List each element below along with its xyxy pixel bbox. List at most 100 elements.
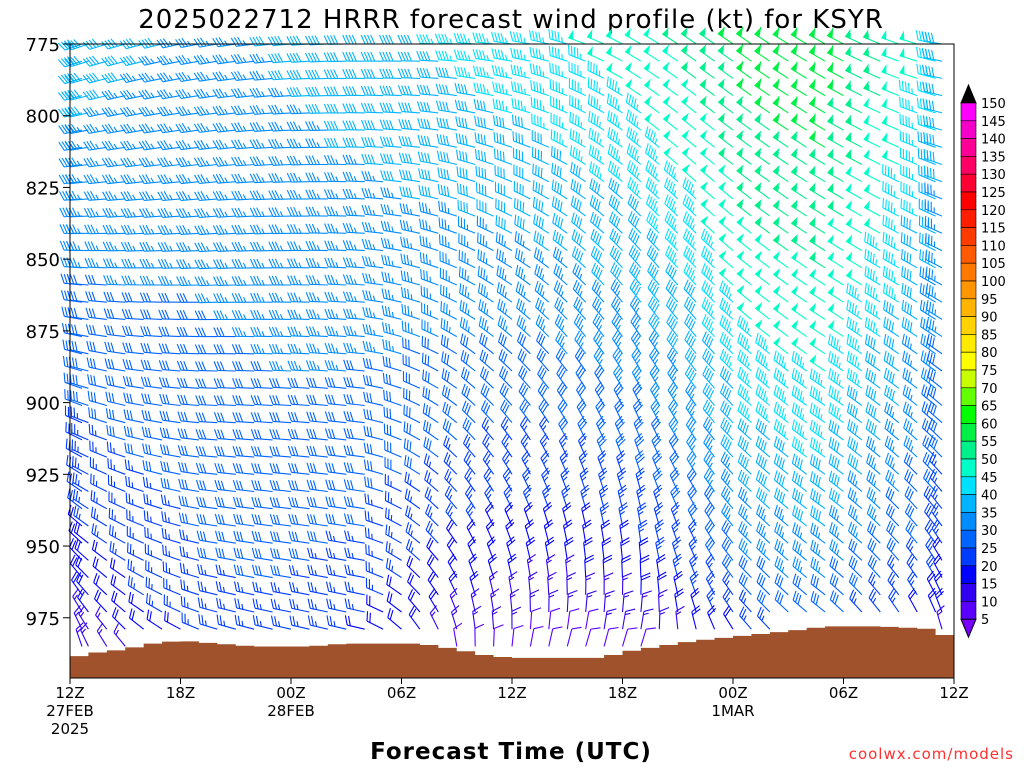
barb-half-flag xyxy=(373,176,376,181)
wind-barb xyxy=(624,143,647,164)
barb-flag xyxy=(176,39,182,49)
wind-barb xyxy=(472,66,495,79)
wind-barb xyxy=(571,280,593,302)
wind-barb xyxy=(306,275,328,285)
wind-barb xyxy=(810,166,829,181)
wind-barb xyxy=(454,183,478,199)
wind-barb xyxy=(194,87,217,99)
barb-pennant xyxy=(900,66,906,74)
wind-barb xyxy=(717,315,739,337)
barb-half-flag xyxy=(317,125,319,130)
wind-barb xyxy=(865,218,884,233)
barb-pennant xyxy=(828,252,835,260)
wind-barb xyxy=(176,138,199,150)
wind-barb xyxy=(194,52,217,65)
wind-barb xyxy=(644,228,666,250)
barb-half-flag xyxy=(96,212,98,217)
wind-barb xyxy=(361,256,384,268)
barb-half-flag xyxy=(317,211,319,216)
wind-barb xyxy=(176,156,199,167)
barb-flag xyxy=(179,55,185,65)
wind-barb xyxy=(417,185,440,199)
wind-barb xyxy=(843,300,866,320)
barb-half-flag xyxy=(133,229,135,234)
wind-barb xyxy=(681,246,703,268)
barb-half-flag xyxy=(280,314,282,319)
barb-half-flag xyxy=(317,262,319,267)
wind-barb xyxy=(921,166,945,182)
wind-barb xyxy=(157,104,180,116)
barb-pennant xyxy=(864,184,871,192)
wind-barb xyxy=(864,116,883,130)
wind-barb xyxy=(361,324,384,337)
barb-half-flag xyxy=(243,246,245,251)
barb-half-flag xyxy=(188,229,191,234)
barb-half-flag xyxy=(151,212,154,217)
wind-barb xyxy=(474,216,498,234)
barb-pennant xyxy=(864,99,871,107)
barb-flag xyxy=(111,72,117,82)
barb-half-flag xyxy=(336,194,338,199)
wind-barb xyxy=(474,249,498,268)
wind-barb xyxy=(792,269,811,285)
wind-barb xyxy=(417,252,441,268)
wind-barb xyxy=(380,289,403,303)
wind-barb xyxy=(774,269,793,285)
barb-half-flag xyxy=(299,331,301,336)
wind-barb xyxy=(792,235,811,251)
barb-half-flag xyxy=(299,108,301,113)
wind-barb xyxy=(457,317,480,337)
barb-pennant xyxy=(774,269,781,277)
barb-half-flag xyxy=(262,314,264,319)
barb-pennant xyxy=(700,79,707,87)
barb-half-flag xyxy=(299,194,301,199)
wind-barb xyxy=(828,218,847,233)
wind-barb xyxy=(700,62,719,78)
wind-barb xyxy=(435,34,457,44)
barb-half-flag xyxy=(188,126,191,131)
wind-barb xyxy=(84,138,107,150)
wind-barb xyxy=(176,121,199,133)
wind-barb xyxy=(755,44,775,62)
barb-pennant xyxy=(792,303,799,311)
barb-half-flag xyxy=(207,280,209,285)
barb-half-flag xyxy=(95,110,98,115)
barb-half-flag xyxy=(354,262,357,267)
barb-half-flag xyxy=(133,263,135,268)
barb-half-flag xyxy=(317,177,319,182)
barb-pennant xyxy=(792,235,799,243)
barb-half-flag xyxy=(225,280,227,285)
barb-half-flag xyxy=(280,143,282,148)
wind-barb xyxy=(699,297,721,319)
wind-barb xyxy=(900,32,919,44)
wind-barb xyxy=(862,283,885,302)
barb-pennant xyxy=(810,218,817,226)
barb-pennant xyxy=(755,200,762,208)
wind-barb xyxy=(921,115,945,130)
barb-half-flag xyxy=(243,109,246,114)
barb-flag xyxy=(93,72,99,82)
barb-pennant xyxy=(755,217,762,225)
wind-barb xyxy=(701,131,719,148)
wind-barb xyxy=(66,173,89,184)
wind-barb xyxy=(530,197,553,216)
wind-barb xyxy=(861,249,885,268)
wind-barb xyxy=(343,121,365,130)
barb-half-flag xyxy=(170,280,172,285)
wind-barb xyxy=(700,314,722,336)
barb-pennant xyxy=(792,321,799,329)
wind-barb xyxy=(567,162,590,182)
barb-pennant xyxy=(828,64,835,72)
barb-half-flag xyxy=(206,92,209,97)
barb-pennant xyxy=(810,98,817,106)
barb-pennant xyxy=(737,200,744,208)
barb-pennant xyxy=(882,99,888,107)
barb-flag xyxy=(111,38,117,48)
wind-barb xyxy=(625,177,647,199)
wind-barb xyxy=(417,168,440,181)
barb-pennant xyxy=(792,269,799,277)
barb-half-flag xyxy=(225,92,228,97)
barb-pennant xyxy=(846,184,853,192)
barb-half-flag xyxy=(280,108,283,113)
